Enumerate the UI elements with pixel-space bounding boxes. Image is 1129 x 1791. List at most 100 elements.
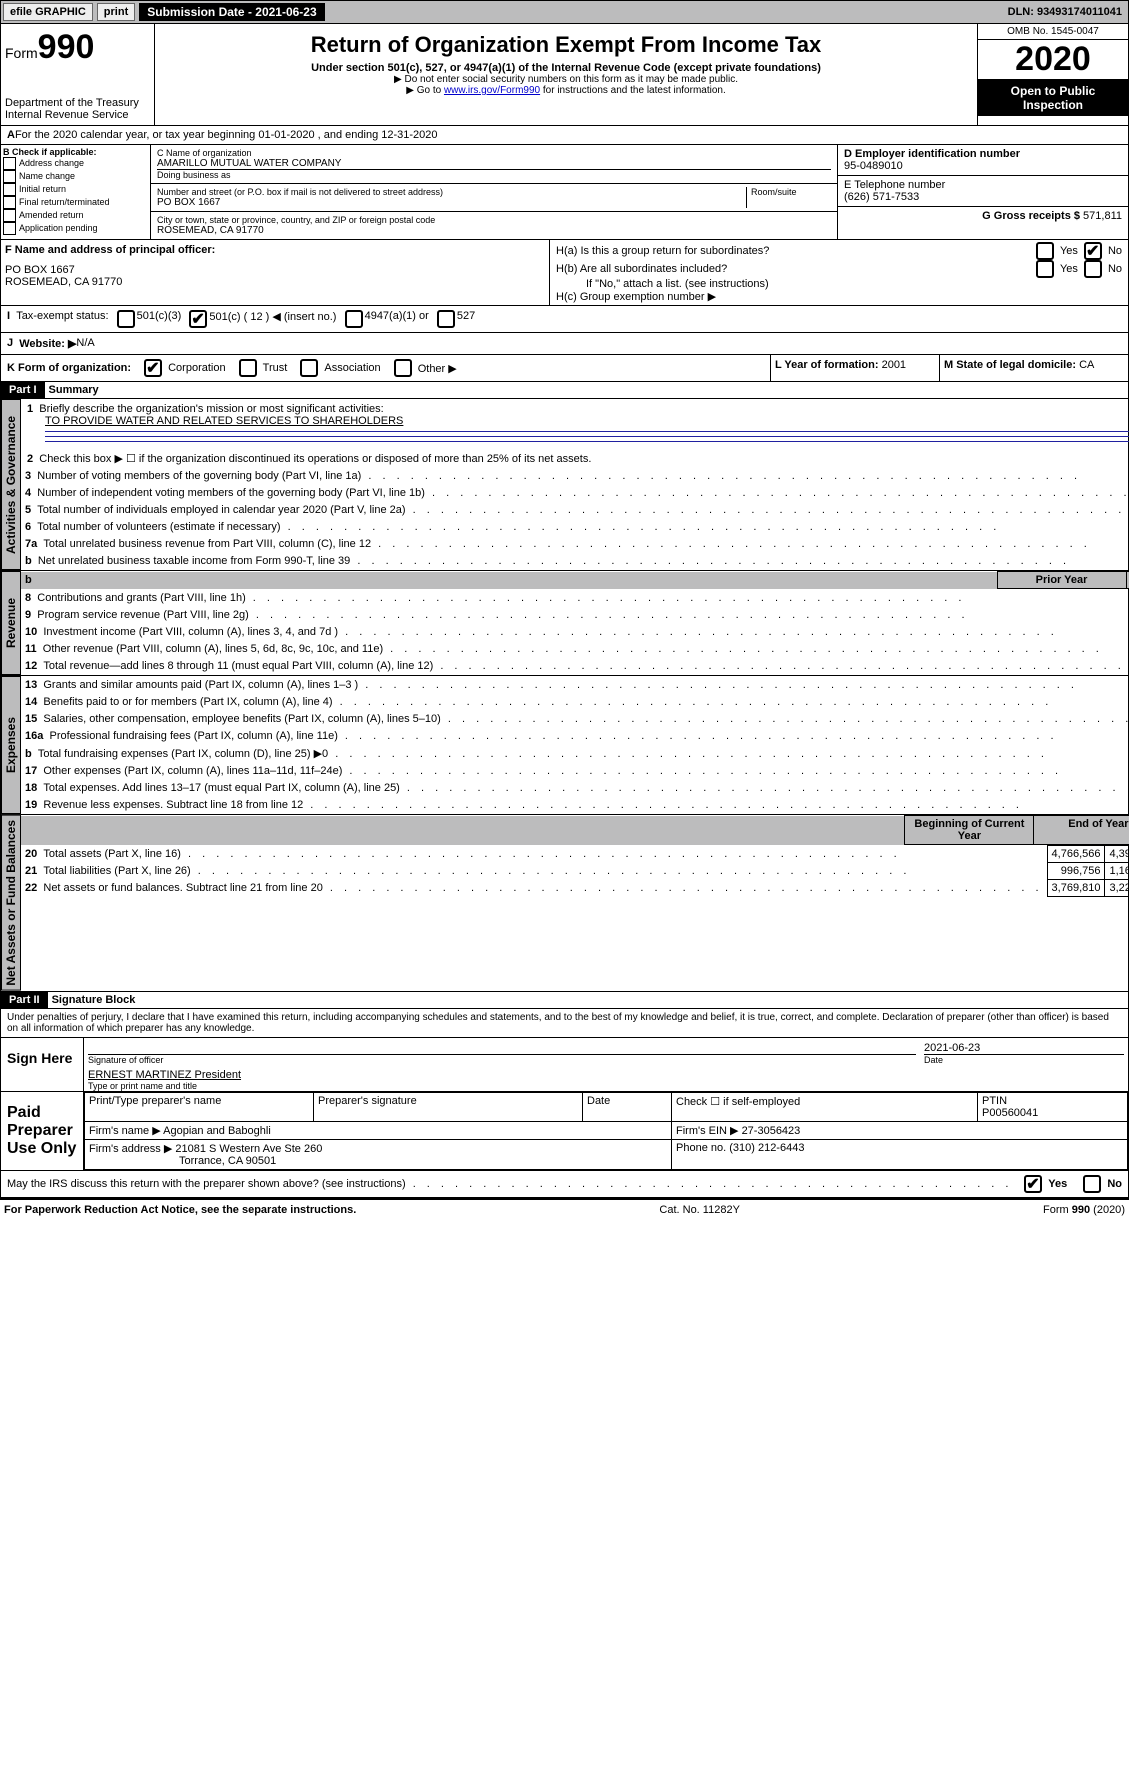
instructions-link[interactable]: www.irs.gov/Form990	[444, 85, 540, 96]
ha-no[interactable]	[1084, 242, 1102, 260]
cat-no: Cat. No. 11282Y	[659, 1204, 740, 1216]
sign-here-label: Sign Here	[1, 1038, 83, 1091]
table-row: 11 Other revenue (Part VIII, column (A),…	[21, 641, 1129, 658]
org-name: AMARILLO MUTUAL WATER COMPANY	[157, 158, 831, 169]
tax-status-label: Tax-exempt status:	[16, 310, 108, 328]
cb-501c3[interactable]	[117, 310, 135, 328]
table-row: 15 Salaries, other compensation, employe…	[21, 711, 1129, 728]
print-button[interactable]: print	[97, 3, 135, 21]
mission-text: TO PROVIDE WATER AND RELATED SERVICES TO…	[45, 415, 403, 427]
hb-label: H(b) Are all subordinates included?	[556, 263, 1030, 275]
addr-label: Number and street (or P.O. box if mail i…	[157, 187, 746, 197]
officer-name: ERNEST MARTINEZ President	[88, 1069, 1124, 1081]
tax-year: 2020	[978, 39, 1128, 80]
side-revenue: Revenue	[1, 571, 21, 675]
firm-addr-label: Firm's address ▶	[89, 1143, 172, 1155]
cb-corp[interactable]	[144, 359, 162, 377]
typeprint-label: Type or print name and title	[88, 1081, 1124, 1091]
side-expenses: Expenses	[1, 676, 21, 814]
table-row: 19 Revenue less expenses. Subtract line …	[21, 797, 1129, 814]
cb-assoc[interactable]	[300, 359, 318, 377]
cb-final-return[interactable]: Final return/terminated	[3, 196, 148, 209]
firm-name: Agopian and Baboghli	[163, 1125, 271, 1137]
b-label: B Check if applicable:	[3, 147, 148, 157]
dln-label: DLN: 93493174011041	[1008, 6, 1126, 18]
form-number: 990	[38, 28, 95, 66]
cb-527[interactable]	[437, 310, 455, 328]
table-row: 21 Total liabilities (Part X, line 26)99…	[21, 863, 1129, 880]
prior-year-hdr: Prior Year	[997, 572, 1126, 589]
paid-preparer-label: Paid Preparer Use Only	[1, 1092, 83, 1170]
section-b-checkboxes: B Check if applicable: Address change Na…	[1, 145, 151, 239]
top-toolbar: efile GRAPHIC print Submission Date - 20…	[0, 0, 1129, 24]
cb-app-pending[interactable]: Application pending	[3, 222, 148, 235]
discuss-yes[interactable]	[1024, 1175, 1042, 1193]
officer-addr1: PO BOX 1667	[5, 264, 545, 276]
cb-4947[interactable]	[345, 310, 363, 328]
cb-501c[interactable]	[189, 310, 207, 328]
table-row: 14 Benefits paid to or for members (Part…	[21, 694, 1129, 711]
cb-trust[interactable]	[239, 359, 257, 377]
ha-label: H(a) Is this a group return for subordin…	[556, 245, 1030, 257]
website-label: Website: ▶	[19, 337, 76, 350]
cb-name-change[interactable]: Name change	[3, 170, 148, 183]
part2-bar: Part II	[1, 992, 48, 1008]
form-title: Return of Organization Exempt From Incom…	[159, 32, 973, 58]
website-value: N/A	[76, 337, 94, 350]
bcy-hdr: Beginning of Current Year	[905, 816, 1034, 845]
table-row: 8 Contributions and grants (Part VIII, l…	[21, 590, 1129, 607]
firm-ein: 27-3056423	[742, 1125, 801, 1137]
date-label: Date	[924, 1054, 1124, 1065]
perjury-declaration: Under penalties of perjury, I declare th…	[0, 1009, 1129, 1038]
table-row: 17 Other expenses (Part IX, column (A), …	[21, 763, 1129, 780]
table-row: 4 Number of independent voting members o…	[21, 485, 1129, 502]
hb-yes[interactable]	[1036, 260, 1054, 278]
firm-phone: (310) 212-6443	[729, 1142, 804, 1154]
ha-yes[interactable]	[1036, 242, 1054, 260]
table-row: 6 Total number of volunteers (estimate i…	[21, 519, 1129, 536]
table-row: 20 Total assets (Part X, line 16)4,766,5…	[21, 846, 1129, 863]
prep-name-label: Print/Type preparer's name	[85, 1092, 314, 1121]
side-net: Net Assets or Fund Balances	[1, 815, 21, 991]
hb-note: If "No," attach a list. (see instruction…	[556, 278, 1122, 290]
table-row: 22 Net assets or fund balances. Subtract…	[21, 880, 1129, 897]
form-footer: Form 990 (2020)	[1043, 1204, 1125, 1216]
sig-date: 2021-06-23	[924, 1042, 1124, 1054]
efile-button[interactable]: efile GRAPHIC	[3, 3, 93, 21]
subtitle-2: ▶ Do not enter social security numbers o…	[159, 74, 973, 85]
room-label: Room/suite	[746, 187, 831, 208]
l2-label: Check this box ▶ ☐ if the organization d…	[39, 453, 591, 465]
part1-bar: Part I	[1, 382, 45, 398]
ptin-value: P00560041	[982, 1107, 1038, 1119]
ein-value: 95-0489010	[844, 160, 1122, 172]
table-row: 18 Total expenses. Add lines 13–17 (must…	[21, 780, 1129, 797]
firm-addr1: 21081 S Western Ave Ste 260	[175, 1143, 322, 1155]
self-emp-label: Check ☐ if self-employed	[672, 1092, 978, 1121]
hb-no[interactable]	[1084, 260, 1102, 278]
discuss-no[interactable]	[1083, 1175, 1101, 1193]
city-value: ROSEMEAD, CA 91770	[157, 225, 831, 236]
ptin-label: PTIN	[982, 1095, 1007, 1107]
table-row: 9 Program service revenue (Part VIII, li…	[21, 607, 1129, 624]
pra-notice: For Paperwork Reduction Act Notice, see …	[4, 1204, 356, 1216]
form-label: Form	[5, 45, 38, 61]
cb-initial-return[interactable]: Initial return	[3, 183, 148, 196]
city-label: City or town, state or province, country…	[157, 215, 831, 225]
section-a-period: A For the 2020 calendar year, or tax yea…	[0, 126, 1129, 145]
cb-amended[interactable]: Amended return	[3, 209, 148, 222]
hc-label: H(c) Group exemption number ▶	[556, 290, 1122, 303]
dba-label: Doing business as	[157, 170, 831, 180]
prep-sig-label: Preparer's signature	[314, 1092, 583, 1121]
firm-ein-label: Firm's EIN ▶	[676, 1125, 739, 1137]
k-label: K Form of organization:	[7, 362, 131, 374]
cb-address-change[interactable]: Address change	[3, 157, 148, 170]
irs-label: Internal Revenue Service	[5, 109, 150, 121]
org-name-label: C Name of organization	[157, 148, 831, 158]
l-label: L Year of formation:	[775, 359, 879, 371]
table-row: 3 Number of voting members of the govern…	[21, 468, 1129, 485]
cb-other[interactable]	[394, 359, 412, 377]
part2-title: Signature Block	[48, 994, 136, 1006]
table-row: 7a Total unrelated business revenue from…	[21, 536, 1129, 553]
sig-officer-label: Signature of officer	[88, 1054, 916, 1065]
prep-date-label: Date	[583, 1092, 672, 1121]
